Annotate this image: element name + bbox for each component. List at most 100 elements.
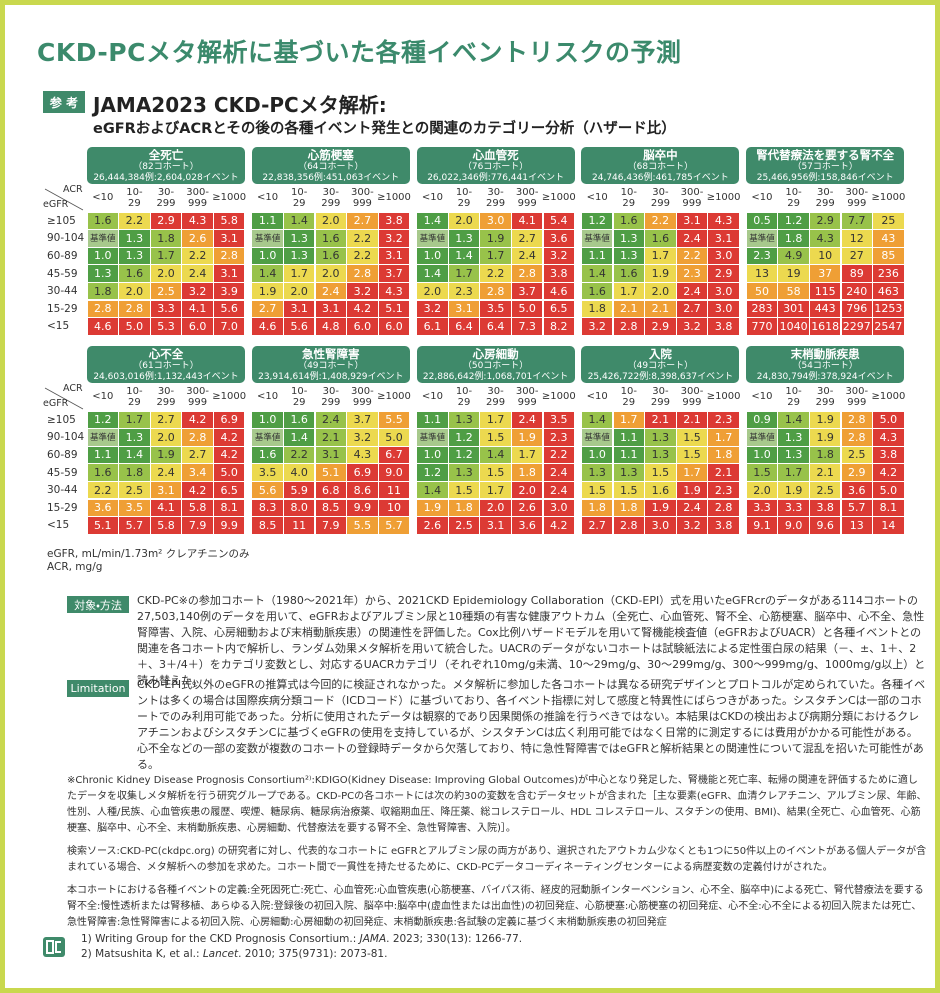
heatmap-cell: 2297 xyxy=(841,318,873,335)
heatmap-cell: 11 xyxy=(283,517,315,534)
heatmap-cell: 3.5 xyxy=(480,300,511,318)
heatmap-cell: 2.0 xyxy=(150,265,182,282)
heatmap-cell: 5.0 xyxy=(873,411,904,429)
heatmap-cell: 5.5 xyxy=(347,517,378,534)
heatmap-cell: 基準値 xyxy=(746,230,778,247)
heatmap-cell: 2.2 xyxy=(676,247,708,265)
heatmap-cell: 6.0 xyxy=(182,318,213,335)
heatmap-cell: 2.7 xyxy=(676,300,708,318)
heatmap-cell: 4.2 xyxy=(347,300,378,318)
heatmap-cell: 1.2 xyxy=(778,212,809,230)
heatmap-cell: 4.3 xyxy=(347,446,378,464)
panel-counts: 24,830,794例:378,924イベント xyxy=(756,371,894,382)
heatmap-cell: 基準値 xyxy=(746,429,778,446)
heatmap-cell: 1.7 xyxy=(480,411,511,429)
heatmap-cell: 基準値 xyxy=(87,429,119,446)
heatmap-cell: 6.1 xyxy=(417,318,448,335)
heatmap-cell: 基準値 xyxy=(87,230,119,247)
column-header: 30- 299 xyxy=(650,386,670,408)
heatmap-cell: 6.0 xyxy=(347,318,378,335)
heatmap-cell: 6.7 xyxy=(378,446,410,464)
heatmap-cell: 7.7 xyxy=(841,212,873,230)
row-header: 15-29 xyxy=(47,501,78,514)
heatmap-cell: 2.9 xyxy=(708,265,739,282)
heatmap-cell: 3.1 xyxy=(448,300,480,318)
heatmap-cell: 301 xyxy=(778,300,809,318)
heatmap-cell: 1.9 xyxy=(252,282,283,300)
heatmap-cell: 基準値 xyxy=(417,429,448,446)
column-header: <10 xyxy=(586,192,608,204)
heatmap-cell: 1.8 xyxy=(581,499,613,517)
heatmap-cell: 3.0 xyxy=(645,517,676,534)
axis-label: eGFR xyxy=(43,199,69,210)
heatmap-cell: 1.4 xyxy=(252,265,283,282)
heatmap-cell: 5.9 xyxy=(283,481,315,499)
heatmap-cell: 6.9 xyxy=(347,464,378,481)
heatmap-cell: 1.6 xyxy=(315,230,347,247)
heatmap-cell: 2.0 xyxy=(119,282,150,300)
heatmap-cell: 6.9 xyxy=(213,411,245,429)
references: 1) Writing Group for the CKD Prognosis C… xyxy=(81,932,522,962)
heatmap-cell: 37 xyxy=(809,265,841,282)
heatmap-cell: 1.4 xyxy=(417,265,448,282)
column-header: 30- 299 xyxy=(156,187,176,209)
heatmap-cell: 5.8 xyxy=(150,517,182,534)
heatmap-cell: 2.3 xyxy=(746,247,778,265)
heatmap-cell: 2.3 xyxy=(708,481,739,499)
heatmap-cell: 3.2 xyxy=(347,429,378,446)
heatmap-cell: 1.6 xyxy=(613,265,645,282)
heatmap-cell: 1.5 xyxy=(448,481,480,499)
heatmap-cell: 283 xyxy=(746,300,778,318)
heatmap-cell: 1.5 xyxy=(746,464,778,481)
heatmap-cell: 2.0 xyxy=(746,481,778,499)
column-header: 10- 29 xyxy=(455,187,473,209)
heatmap-cell: 2.9 xyxy=(809,212,841,230)
heatmap-cell: 1.7 xyxy=(613,282,645,300)
heatmap-cell: 8.5 xyxy=(315,499,347,517)
heatmap-cell: 6.5 xyxy=(543,300,575,318)
column-header: ≥1000 xyxy=(706,192,741,204)
column-header: 300- 999 xyxy=(351,187,374,209)
heatmap-cell: 2.0 xyxy=(511,481,543,499)
unit-note: ACR, mg/g xyxy=(47,561,103,573)
heatmap-cell: 6.4 xyxy=(480,318,511,335)
heatmap-cell: 2.1 xyxy=(645,300,676,318)
panel-title: 入院 （49コホート） 25,426,722例:8,398,637イベント xyxy=(581,346,740,383)
heatmap-cell: 0.9 xyxy=(746,411,778,429)
heatmap-cell: 2.8 xyxy=(182,429,213,446)
row-header: 90-104 xyxy=(47,431,85,444)
heatmap-cell: 1.2 xyxy=(87,411,119,429)
heatmap-cell: 7.0 xyxy=(213,318,245,335)
column-header: 30- 299 xyxy=(650,187,670,209)
heatmap-cell: 2.2 xyxy=(347,247,378,265)
heatmap-cell: 1.6 xyxy=(645,230,676,247)
column-header: 10- 29 xyxy=(291,386,308,408)
panel-name: 心筋梗塞 xyxy=(307,148,354,162)
heatmap-cell: 1.7 xyxy=(448,265,480,282)
heatmap-cell: 2.7 xyxy=(252,300,283,318)
heatmap-cell: 3.8 xyxy=(708,318,739,335)
column-header: ≥1000 xyxy=(871,192,906,204)
row-header: ≥105 xyxy=(47,413,76,426)
row-header: 15-29 xyxy=(47,302,78,315)
unit-note: eGFR, mL/min/1.73m² クレアチニンのみ xyxy=(47,548,250,560)
column-header: ≥1000 xyxy=(541,192,576,204)
heatmap-cell: 1.5 xyxy=(645,464,676,481)
heatmap-cell: 3.5 xyxy=(252,464,283,481)
column-header: <10 xyxy=(421,192,443,204)
panel-name: 心不全 xyxy=(148,347,184,361)
page-title: CKD-PCメタ解析に基づいた各種イベントリスクの予測 xyxy=(37,38,682,67)
heatmap-cell: 4.2 xyxy=(543,517,575,534)
heatmap-cell: 5.0 xyxy=(873,481,904,499)
heatmap-cell: 8.2 xyxy=(543,318,575,335)
ref-citation: . 2010; 375(9731): 2073-81. xyxy=(238,948,388,960)
heatmap-cell: 1.2 xyxy=(581,212,613,230)
heatmap-cell: 2.4 xyxy=(150,464,182,481)
heatmap-cell: 1.9 xyxy=(809,411,841,429)
row-header: 45-59 xyxy=(47,466,78,479)
heatmap-cell: 2.8 xyxy=(841,411,873,429)
heatmap-cell: 796 xyxy=(841,300,873,318)
heatmap-cell: 1.3 xyxy=(283,247,315,265)
column-header: <10 xyxy=(92,192,114,204)
heatmap-cell: 3.6 xyxy=(511,517,543,534)
